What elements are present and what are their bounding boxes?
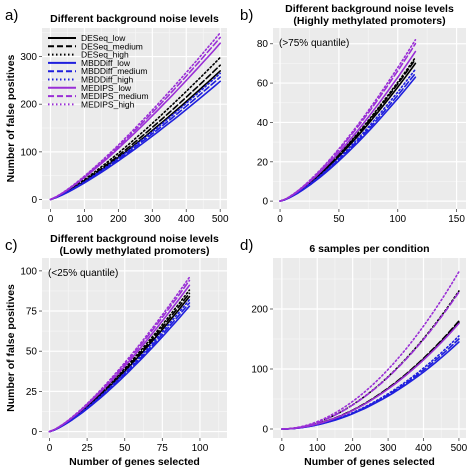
x-tick-label: 200 [344, 443, 361, 454]
legend: DESeq_lowDESeq_mediumDESeq_highMBDDiff_l… [48, 33, 149, 109]
y-axis-title: Number of false positives [5, 284, 17, 412]
x-tick-label: 50 [333, 214, 345, 225]
panel-title: 6 samples per condition [309, 243, 429, 255]
y-tick-label: 100 [20, 147, 37, 158]
legend-label: DESeq_high [81, 50, 129, 60]
plot-background [273, 258, 466, 438]
y-tick-label: 0 [262, 425, 268, 436]
panel-note: (<25% quantile) [48, 268, 118, 279]
series-MEDIPS_low [281, 322, 460, 430]
series-DESeq_high [49, 56, 221, 201]
legend-label: MBDDiff_high [81, 75, 134, 85]
panel-c: 0 25 50 75 100 0 25 50 75 100 Different background… [5, 233, 227, 468]
y-tick-label: 40 [257, 118, 269, 129]
y-tick-label: 100 [20, 266, 37, 277]
panel-title: Different background noise levels [50, 233, 219, 245]
panel-b: 0 50 100 150 0 20 40 60 80 Different background n… [240, 3, 466, 225]
legend-label: MEDIPS_high [81, 99, 135, 109]
series-MEDIPS_medium [279, 42, 417, 202]
legend-label: MBDDiff_medium [81, 66, 147, 76]
y-tick-label: 50 [26, 347, 38, 358]
x-tick-label: 500 [451, 443, 468, 454]
x-tick-label: 100 [192, 443, 209, 454]
series-MEDIPS_high [281, 270, 460, 430]
x-tick-label: 0 [279, 443, 285, 454]
x-tick-label: 100 [309, 443, 326, 454]
series-MEDIPS_high [48, 276, 191, 433]
x-axis-title: Number of genes selected [304, 456, 435, 468]
x-tick-label: 150 [448, 214, 465, 225]
y-tick-label: 200 [251, 305, 268, 316]
y-tick-label: 0 [31, 427, 37, 438]
panel-a: 0 100 200 300 400 500 0 100 200 300 Different back… [5, 7, 229, 225]
y-tick-label: 200 [20, 100, 37, 111]
y-tick-label: 80 [257, 39, 269, 50]
panel-note: (>75% quantile) [279, 38, 349, 49]
y-tick-label: 0 [31, 195, 37, 206]
x-tick-label: 25 [82, 443, 94, 454]
x-tick-label: 300 [144, 214, 161, 225]
panel-d: 0 100 200 300 400 500 0 100 200 6 samples per con… [240, 237, 468, 468]
y-tick-label: 300 [20, 52, 37, 63]
x-tick-label: 50 [119, 443, 131, 454]
y-tick-label: 60 [257, 79, 269, 90]
panel-letter: b) [240, 7, 253, 24]
legend-label: MEDIPS_low [81, 83, 132, 93]
legend-label: MEDIPS_medium [81, 91, 149, 101]
y-axis-title: Number of false positives [5, 54, 17, 182]
series-MBDDiff_medium [48, 302, 191, 433]
x-tick-label: 0 [48, 214, 54, 225]
x-tick-label: 300 [380, 443, 397, 454]
x-tick-label: 0 [277, 214, 283, 225]
x-tick-label: 400 [415, 443, 432, 454]
y-tick-label: 75 [26, 307, 38, 318]
panel-letter: c) [5, 237, 18, 254]
series-MBDDiff_high [279, 68, 417, 202]
panel-subtitle: (Lowly methylated promoters) [60, 245, 210, 257]
panel-subtitle: (Highly methylated promoters) [293, 15, 445, 27]
x-tick-label: 75 [157, 443, 169, 454]
x-tick-label: 400 [178, 214, 195, 225]
x-axis-title: Number of genes selected [69, 456, 200, 468]
series-MBDDiff_medium [279, 72, 417, 202]
plot-background [273, 28, 466, 209]
plot-background [42, 258, 227, 438]
x-tick-label: 100 [76, 214, 93, 225]
y-tick-label: 0 [262, 197, 268, 208]
panel-title: Different background noise levels [285, 3, 454, 15]
plot-background [42, 28, 227, 209]
x-tick-label: 500 [212, 214, 229, 225]
panel-title: Different background noise levels [50, 13, 219, 25]
x-tick-label: 100 [389, 214, 406, 225]
y-tick-label: 100 [251, 365, 268, 376]
y-tick-label: 20 [257, 157, 269, 168]
series-MEDIPS_high [279, 38, 417, 202]
x-tick-label: 200 [110, 214, 127, 225]
legend-label: DESeq_medium [81, 41, 143, 51]
series-MEDIPS_high [49, 31, 221, 201]
panel-letter: a) [5, 7, 18, 24]
series-MBDDiff_high [49, 72, 221, 201]
y-tick-label: 25 [26, 387, 38, 398]
series-DESeq_medium [279, 58, 417, 202]
series-MBDDiff_high [48, 298, 191, 433]
legend-label: DESeq_low [81, 33, 126, 43]
series-MEDIPS_low [279, 50, 417, 202]
panel-letter: d) [240, 237, 253, 254]
x-tick-label: 0 [47, 443, 53, 454]
legend-label: MBDDiff_low [81, 58, 131, 68]
